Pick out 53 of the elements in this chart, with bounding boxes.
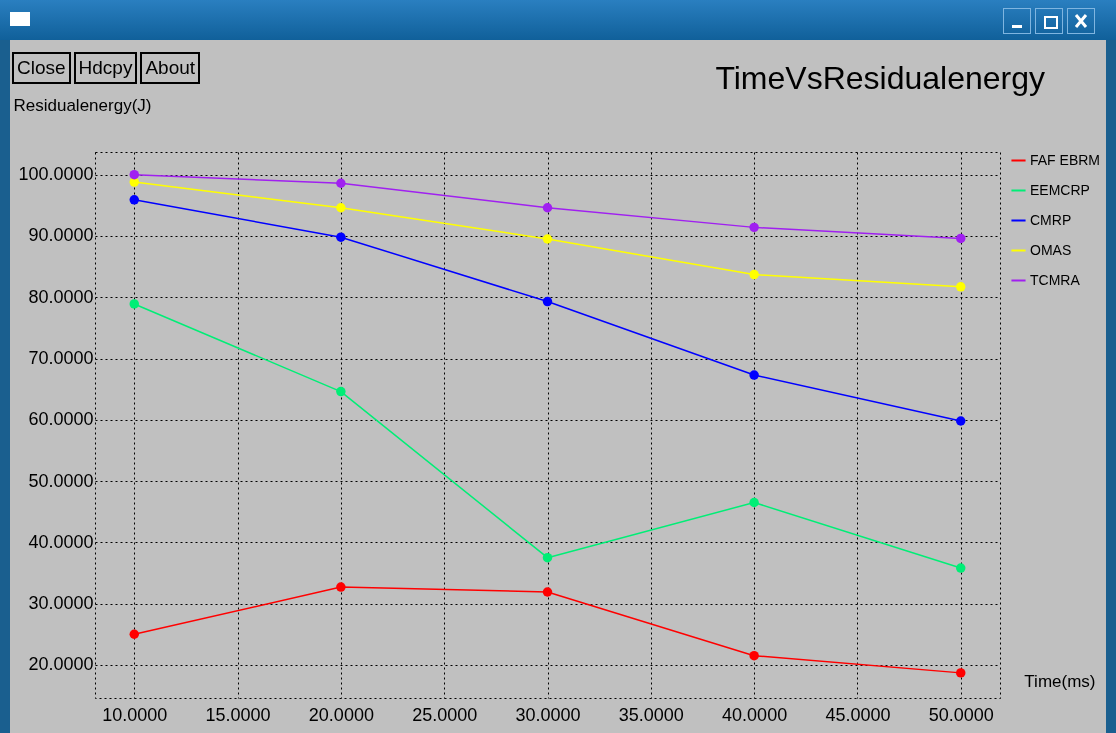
legend-label: TCMRA	[1030, 271, 1081, 288]
point	[129, 629, 139, 639]
x-tick-label: 10.0000	[102, 704, 168, 725]
point	[749, 269, 759, 280]
point	[542, 234, 553, 244]
x-tick-label: 20.0000	[308, 704, 374, 725]
y-tick-label: 60.0000	[28, 409, 94, 430]
y-tick-label: 90.0000	[28, 225, 94, 246]
point	[956, 282, 966, 292]
y-tick-label: 40.0000	[28, 531, 94, 552]
text: Hdcpy	[73, 52, 138, 84]
legend-label: EEMCRP	[1030, 181, 1090, 198]
x-tick-label: 25.0000	[412, 704, 478, 725]
text: Close	[12, 52, 71, 84]
point	[749, 222, 759, 233]
point	[956, 233, 966, 244]
point	[956, 668, 966, 678]
y-tick-label: 100.0000	[18, 164, 94, 185]
x-tick-label: 50.0000	[928, 704, 994, 725]
point	[749, 650, 759, 661]
point	[749, 497, 759, 508]
x-tick-label: 30.0000	[515, 704, 581, 725]
point	[336, 582, 346, 592]
x-tick-label: 35.0000	[618, 704, 684, 725]
y-tick-label: 80.0000	[28, 286, 94, 307]
point	[542, 552, 553, 563]
x-tick-label: 45.0000	[825, 704, 891, 725]
point	[129, 195, 139, 205]
point	[749, 370, 759, 380]
text: About	[140, 52, 201, 84]
y-tick-label: 20.0000	[28, 654, 94, 675]
point	[336, 232, 346, 242]
y-tick-label: 70.0000	[28, 348, 94, 369]
point	[956, 563, 966, 573]
point	[542, 203, 553, 213]
chart-title: TimeVsResidualenergy	[715, 60, 1045, 96]
point	[956, 416, 966, 426]
point	[129, 169, 139, 180]
y-axis-title: Residualenergy(J)	[13, 95, 152, 115]
y-tick-label: 30.0000	[28, 593, 94, 614]
x-axis-title: Time(ms)	[1024, 671, 1096, 691]
point	[129, 299, 139, 309]
x-tick-label: 40.0000	[722, 704, 788, 725]
y-tick-label: 50.0000	[28, 470, 94, 491]
point	[542, 587, 553, 597]
legend-label: OMAS	[1030, 241, 1072, 258]
legend-label: CMRP	[1030, 211, 1072, 228]
legend-label: FAF EBRM	[1030, 151, 1101, 168]
point	[336, 386, 346, 397]
point	[336, 178, 346, 188]
x-tick-label: 15.0000	[205, 704, 271, 725]
point	[542, 296, 553, 307]
point	[336, 203, 346, 213]
